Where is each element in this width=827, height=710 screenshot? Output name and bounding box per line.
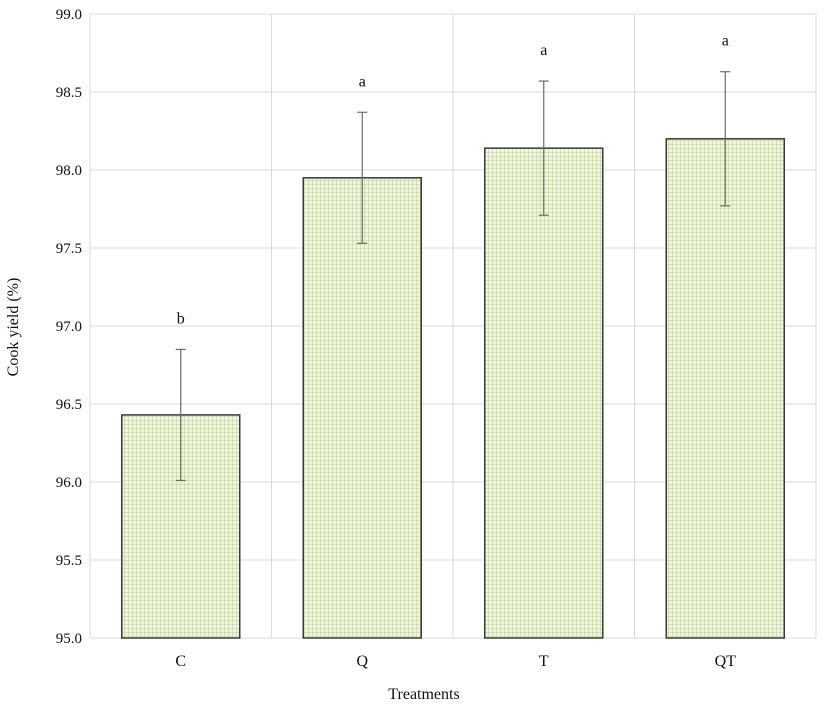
bar-t xyxy=(484,147,604,639)
y-tick-label: 95.0 xyxy=(56,631,82,647)
x-tick-label: QT xyxy=(715,653,737,670)
significance-label: b xyxy=(177,310,185,327)
y-axis-title: Cook yield (%) xyxy=(5,278,22,377)
y-tick-label: 97.0 xyxy=(56,319,82,335)
bar-q xyxy=(302,177,422,639)
significance-label: a xyxy=(722,33,729,50)
labels: 95.0 95.5 96.0 96.5 97.0 97.5 98.0 98.5 99.0 b Ca Q… xyxy=(56,7,736,670)
bars xyxy=(121,138,785,639)
y-tick-label: 98.5 xyxy=(56,85,82,101)
y-tick-label: 96.5 xyxy=(56,397,82,413)
y-tick-label: 95.5 xyxy=(56,553,82,569)
x-tick-label: Q xyxy=(356,653,368,670)
x-tick-label: T xyxy=(539,653,549,670)
y-tick-label: 96.0 xyxy=(56,475,82,491)
x-tick-label: C xyxy=(175,653,186,670)
x-axis-title: Treatments xyxy=(388,686,459,703)
significance-label: a xyxy=(540,42,547,59)
significance-label: a xyxy=(359,73,366,90)
y-tick-label: 99.0 xyxy=(56,7,82,23)
error-bars xyxy=(175,71,731,482)
gridlines xyxy=(89,13,817,639)
y-tick-label: 98.0 xyxy=(56,163,82,179)
bar-qt xyxy=(665,138,785,639)
y-tick-label: 97.5 xyxy=(56,241,82,257)
